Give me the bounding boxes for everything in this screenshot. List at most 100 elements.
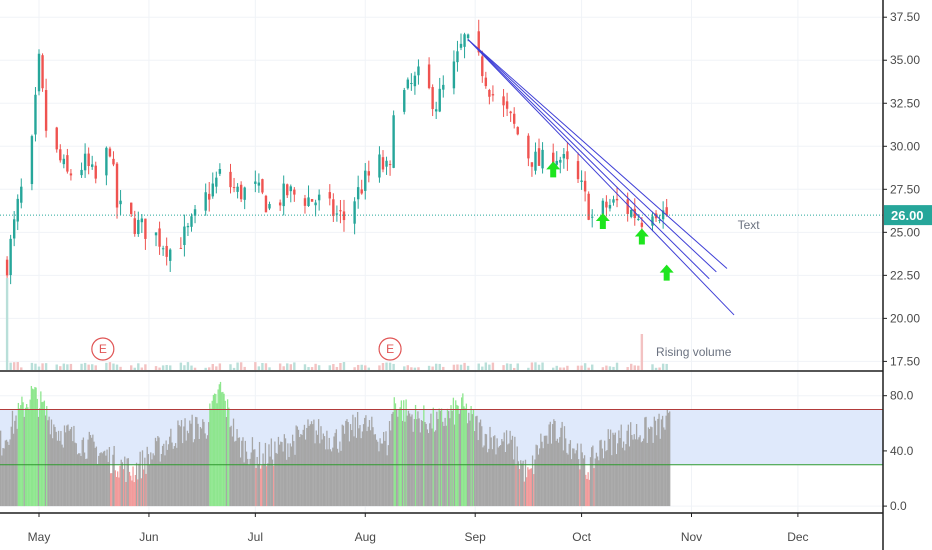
volume-bar xyxy=(505,363,509,370)
candle-body xyxy=(186,225,190,228)
oscillator-bar xyxy=(426,429,429,507)
oscillator-bar xyxy=(579,469,581,507)
oscillator-bar xyxy=(567,454,569,507)
oscillator-bar xyxy=(52,438,54,507)
oscillator-bar xyxy=(368,420,371,507)
oscillator-bar xyxy=(199,427,202,507)
oscillator-bar xyxy=(230,425,232,507)
oscillator-bar xyxy=(153,455,155,507)
oscillator-bar xyxy=(637,439,639,507)
oscillator-bar xyxy=(537,454,540,507)
volume-bar xyxy=(364,365,367,370)
oscillator-bar xyxy=(5,439,8,507)
volume-bar xyxy=(264,363,268,370)
volume-bar xyxy=(91,364,94,370)
oscillator-bar xyxy=(495,454,497,507)
oscillator-bar xyxy=(515,465,517,507)
volume-bar xyxy=(527,367,530,370)
oscillator-bar xyxy=(475,416,477,507)
volume-bar xyxy=(580,365,583,370)
oscillator-bar xyxy=(138,463,140,507)
volume-bar xyxy=(608,366,612,370)
oscillator-bar xyxy=(416,419,418,507)
oscillator-bar xyxy=(216,403,218,507)
volume-bar xyxy=(34,363,37,370)
candle-body xyxy=(204,192,207,211)
oscillator-bar xyxy=(208,422,210,507)
oscillator-bar xyxy=(645,416,647,507)
oscillator-bar xyxy=(57,430,60,507)
oscillator-bar xyxy=(255,467,257,507)
candle-body xyxy=(488,89,491,97)
candle-body xyxy=(140,218,144,223)
volume-bar xyxy=(576,365,580,370)
price-tick-label: 30.00 xyxy=(890,139,920,153)
oscillator-bar xyxy=(380,443,382,507)
candle-body xyxy=(537,148,541,166)
oscillator-bar xyxy=(299,437,301,507)
oscillator-bar xyxy=(487,452,489,507)
volume-bar xyxy=(314,363,317,370)
oscillator-bar xyxy=(160,453,163,507)
oscillator-bar xyxy=(643,438,645,507)
oscillator-bar xyxy=(510,439,512,507)
oscillator-bar xyxy=(308,425,310,507)
oscillator-bar xyxy=(419,432,421,507)
volume-bar xyxy=(286,363,289,370)
oscillator-bar xyxy=(591,447,593,507)
oscillator-bar xyxy=(250,452,252,507)
oscillator-bar xyxy=(659,438,661,507)
oscillator-bar xyxy=(276,453,278,507)
oscillator-bar xyxy=(81,439,83,507)
oscillator-bar xyxy=(489,426,491,507)
oscillator-bar xyxy=(265,466,268,507)
oscillator-bar xyxy=(329,449,332,507)
oscillator-bar xyxy=(203,421,205,507)
volume-bar xyxy=(158,367,161,370)
oscillator-bar xyxy=(533,474,535,507)
volume-bar xyxy=(186,362,190,370)
oscillator-bar xyxy=(646,442,648,507)
oscillator-bar xyxy=(562,450,564,507)
volume-bar xyxy=(484,362,488,370)
volume-bar xyxy=(183,365,186,370)
oscillator-bar xyxy=(286,459,288,507)
candle-body xyxy=(477,31,480,53)
candle-body xyxy=(169,249,172,261)
oscillator-bar xyxy=(628,446,631,507)
candle-body xyxy=(282,183,285,207)
oscillator-bar xyxy=(120,459,122,507)
earnings-marker-icon xyxy=(378,337,402,361)
oscillator-bar xyxy=(13,433,15,507)
volume-bar xyxy=(41,363,44,370)
volume-bar xyxy=(144,364,147,370)
oscillator-bar xyxy=(161,445,164,507)
oscillator-bar xyxy=(652,442,654,507)
volume-bar xyxy=(541,362,544,370)
oscillator-bar xyxy=(491,449,494,507)
oscillator-bar xyxy=(644,417,646,507)
volume-bar xyxy=(289,364,292,370)
oscillator-bar xyxy=(384,440,386,507)
oscillator-bar xyxy=(79,453,81,507)
volume-bar xyxy=(62,363,66,370)
oscillator-bar xyxy=(392,411,394,507)
volume-bar xyxy=(16,362,19,370)
oscillator-bar xyxy=(109,473,112,507)
volume-bar xyxy=(661,363,665,370)
volume-bar xyxy=(335,366,339,370)
candle-body xyxy=(59,149,62,161)
volume-bar xyxy=(293,362,296,370)
oscillator-bar xyxy=(104,450,106,507)
oscillator-bar xyxy=(617,443,619,507)
oscillator-bar xyxy=(189,420,191,507)
oscillator-bar xyxy=(145,473,147,507)
up-arrow-icon xyxy=(595,213,610,229)
oscillator-bar xyxy=(570,459,573,507)
oscillator-bar xyxy=(604,440,606,507)
oscillator-bar xyxy=(278,444,281,507)
oscillator-bar xyxy=(540,433,542,507)
volume-bar xyxy=(587,367,590,370)
oscillator-bar xyxy=(42,401,44,507)
oscillator-bar xyxy=(516,446,518,507)
